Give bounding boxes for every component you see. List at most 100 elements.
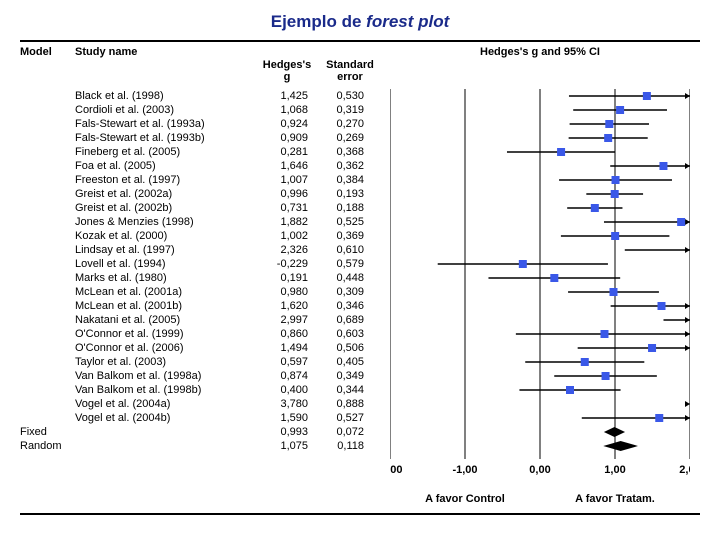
cell-g: 1,494 (260, 342, 320, 354)
axis-tick-label: 0,00 (529, 464, 550, 476)
cell-study: Greist et al. (2002b) (75, 202, 260, 214)
cell-se: 0,405 (320, 356, 380, 368)
cell-g: 3,780 (260, 398, 320, 410)
cell-study: Fineberg et al. (2005) (75, 146, 260, 158)
point-marker (658, 302, 666, 310)
cell-study: Black et al. (1998) (75, 90, 260, 102)
axis-tick-label: -1,00 (452, 464, 477, 476)
cell-g: 0,980 (260, 286, 320, 298)
subheader-se: Standard error (320, 60, 380, 83)
cell-study: McLean et al. (2001b) (75, 300, 260, 312)
cell-study: Van Balkom et al. (1998b) (75, 384, 260, 396)
cell-study: Cordioli et al. (2003) (75, 104, 260, 116)
cell-g: 1,882 (260, 216, 320, 228)
cell-se: 0,603 (320, 328, 380, 340)
cell-study: Fals-Stewart et al. (1993a) (75, 118, 260, 130)
ci-arrow-right (685, 163, 690, 169)
cell-g: 1,646 (260, 160, 320, 172)
cell-study: Jones & Menzies (1998) (75, 216, 260, 228)
subheader-spacer (20, 60, 260, 83)
cell-se: 0,384 (320, 174, 380, 186)
cell-study: Nakatani et al. (2005) (75, 314, 260, 326)
point-marker (611, 232, 619, 240)
point-marker (519, 260, 527, 268)
forest-plot-svg (390, 89, 690, 453)
cell-se: 0,193 (320, 188, 380, 200)
cell-se: 0,525 (320, 216, 380, 228)
rule-top (20, 40, 700, 42)
cell-model: Fixed (20, 426, 75, 438)
point-marker (605, 120, 613, 128)
cell-se: 0,579 (320, 258, 380, 270)
header-study: Study name (75, 46, 260, 58)
cell-study: Fals-Stewart et al. (1993b) (75, 132, 260, 144)
point-marker (581, 358, 589, 366)
ci-arrow-right (685, 415, 690, 421)
cell-g: 1,007 (260, 174, 320, 186)
cell-g: 0,731 (260, 202, 320, 214)
cell-study: Vogel et al. (2004b) (75, 412, 260, 424)
axis-tick-label: 2,00 (679, 464, 690, 476)
cell-g: 1,425 (260, 90, 320, 102)
header-row: Model Study name Hedges's g and 95% CI (20, 46, 700, 58)
cell-g: 0,860 (260, 328, 320, 340)
title-italic: forest plot (366, 12, 449, 31)
point-marker (611, 190, 619, 198)
axis-svg: -2,00-1,000,001,002,00 (390, 453, 690, 491)
cell-se: 0,072 (320, 426, 380, 438)
cell-g: 0,191 (260, 272, 320, 284)
cell-study: Freeston et al. (1997) (75, 174, 260, 186)
page-title: Ejemplo de forest plot (20, 12, 700, 32)
point-marker (648, 344, 656, 352)
ci-arrow-right (685, 317, 690, 323)
cell-se: 0,689 (320, 314, 380, 326)
point-marker (591, 204, 599, 212)
summary-diamond (603, 441, 638, 451)
ci-arrow-right (685, 345, 690, 351)
axis-area: -2,00-1,000,001,002,00 (390, 453, 690, 493)
cell-se: 0,527 (320, 412, 380, 424)
ci-arrow-right (685, 331, 690, 337)
point-marker (677, 218, 685, 226)
cell-g: 1,590 (260, 412, 320, 424)
title-prefix: Ejemplo de (271, 12, 366, 31)
cell-se: 0,118 (320, 440, 380, 452)
cell-study: Lindsay et al. (1997) (75, 244, 260, 256)
header-metric: Hedges's g and 95% CI (380, 46, 700, 58)
cell-study: Taylor et al. (2003) (75, 356, 260, 368)
favor-treatment: A favor Tratam. (540, 493, 690, 505)
cell-se: 0,188 (320, 202, 380, 214)
cell-study: Van Balkom et al. (1998a) (75, 370, 260, 382)
ci-arrow-right (685, 93, 690, 99)
cell-se: 0,362 (320, 160, 380, 172)
cell-g: 2,997 (260, 314, 320, 326)
header-spacer (260, 46, 380, 58)
cell-g: 1,068 (260, 104, 320, 116)
ci-arrow-right (685, 401, 690, 407)
cell-model: Random (20, 440, 75, 452)
cell-g: -0,229 (260, 258, 320, 270)
favor-row: A favor Control A favor Tratam. (390, 493, 690, 505)
subheader-g: Hedges's g (260, 60, 320, 83)
cell-g: 0,909 (260, 132, 320, 144)
cell-se: 0,344 (320, 384, 380, 396)
cell-se: 0,349 (320, 370, 380, 382)
point-marker (616, 106, 624, 114)
point-marker (643, 92, 651, 100)
rule-bottom (20, 513, 700, 515)
cell-study: Kozak et al. (2000) (75, 230, 260, 242)
cell-study: Greist et al. (2002a) (75, 188, 260, 200)
cell-g: 0,281 (260, 146, 320, 158)
point-marker (612, 176, 620, 184)
cell-study: Lovell et al. (1994) (75, 258, 260, 270)
cell-se: 0,368 (320, 146, 380, 158)
point-marker (566, 386, 574, 394)
cell-study: Marks et al. (1980) (75, 272, 260, 284)
cell-g: 0,993 (260, 426, 320, 438)
cell-study: O'Connor et al. (1999) (75, 328, 260, 340)
cell-study: Vogel et al. (2004a) (75, 398, 260, 410)
cell-se: 0,888 (320, 398, 380, 410)
cell-g: 0,597 (260, 356, 320, 368)
favor-control: A favor Control (390, 493, 540, 505)
cell-study: McLean et al. (2001a) (75, 286, 260, 298)
